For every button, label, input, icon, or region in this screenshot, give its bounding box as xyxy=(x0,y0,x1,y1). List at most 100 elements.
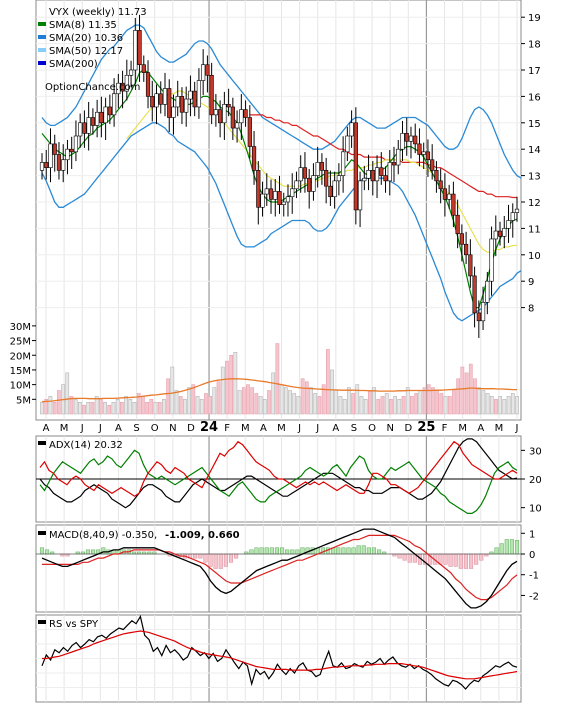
candle-body xyxy=(209,74,214,116)
volume-bar xyxy=(515,396,519,415)
legend-label: SMA(50) 12.17 xyxy=(49,46,123,57)
volume-tick-label: 15M xyxy=(10,366,31,377)
candle-body xyxy=(273,191,278,200)
volume-bar xyxy=(157,402,162,415)
macd-histogram-bar xyxy=(285,549,290,555)
adx-series-di xyxy=(39,449,518,514)
candle-body xyxy=(366,170,371,179)
volume-bar xyxy=(452,390,456,415)
candle-body xyxy=(251,146,257,171)
watermark: OptionChance.com xyxy=(45,82,140,93)
macd-histogram-bar xyxy=(499,543,504,555)
x-tick-label: F xyxy=(224,423,230,434)
price-tick-label: 18 xyxy=(528,40,541,51)
volume-bar xyxy=(178,396,183,415)
candle-body xyxy=(497,230,503,237)
volume-tick-label: 20M xyxy=(10,351,31,362)
sma50-line xyxy=(249,114,517,199)
macd-histogram-bar xyxy=(463,553,468,569)
macd-histogram-bar xyxy=(274,547,279,555)
volume-bar xyxy=(279,384,284,415)
candle-body xyxy=(434,170,439,182)
macd-histogram-bar xyxy=(341,547,346,555)
adx-title: ADX(14) 20.32 xyxy=(49,440,123,451)
candle-body xyxy=(230,106,235,129)
volume-bar xyxy=(447,396,452,415)
candle-body xyxy=(387,162,392,182)
volume-bar xyxy=(401,396,406,415)
candle-body xyxy=(472,275,477,314)
price-title: VYX (weekly) 11.73 xyxy=(49,7,147,18)
candle-body xyxy=(99,111,104,124)
macd-histogram-bar xyxy=(259,547,264,555)
volume-tick-label: 10M xyxy=(10,381,31,392)
candle-body xyxy=(464,243,469,256)
candle-body xyxy=(201,64,206,81)
candle-body xyxy=(268,188,274,200)
x-tick-label: O xyxy=(368,423,376,434)
candle-body xyxy=(188,90,193,100)
volume-bar xyxy=(464,372,469,415)
candle-body xyxy=(459,233,464,245)
rs-series-ma xyxy=(42,630,518,680)
candle-body xyxy=(489,238,494,282)
legend-swatch xyxy=(38,48,46,52)
adx-panel: 10 20 30 ADX(14) 20.32 xyxy=(35,435,542,523)
candle-body xyxy=(107,106,112,116)
candle-body xyxy=(290,188,295,198)
volume-bar xyxy=(86,402,91,415)
candle-body xyxy=(264,188,269,195)
candle-body xyxy=(430,159,435,171)
price-tick-label: 16 xyxy=(528,92,541,103)
candle-body xyxy=(184,98,189,113)
volume-bar xyxy=(443,396,448,415)
volume-bar xyxy=(355,384,360,415)
volume-bar xyxy=(506,396,511,415)
macd-histogram-bar xyxy=(269,547,274,555)
legend-swatch xyxy=(38,35,46,39)
volume-bar xyxy=(359,396,364,415)
candle-body xyxy=(315,162,320,176)
volume-bar xyxy=(304,381,309,415)
price-tick-label: 12 xyxy=(528,198,541,209)
volume-bar xyxy=(485,393,490,415)
candle-body xyxy=(171,106,176,118)
legend-label: SMA(200) xyxy=(49,59,98,70)
volume-bar xyxy=(170,366,175,415)
candle-body xyxy=(179,96,185,113)
macd-histogram-bar xyxy=(458,553,463,569)
volume-bar xyxy=(69,396,74,415)
volume-bar xyxy=(334,390,339,415)
rs-title: RS vs SPY xyxy=(49,619,99,630)
volume-bar xyxy=(510,393,515,415)
x-tick-label: S xyxy=(133,423,139,434)
volume-bar xyxy=(65,372,70,415)
volume-bar xyxy=(120,402,124,415)
macd-histogram-bar xyxy=(397,553,402,559)
candle-body xyxy=(205,64,210,76)
adx-series-di xyxy=(39,440,518,497)
macd-histogram-bar xyxy=(85,549,91,555)
macd-histogram-bar xyxy=(218,553,223,569)
candle-body xyxy=(175,96,180,108)
volume-bar xyxy=(262,399,267,415)
candle-body xyxy=(396,148,401,166)
volume-bar xyxy=(233,352,238,415)
candle-body xyxy=(400,133,405,150)
volume-bar xyxy=(73,399,78,415)
volume-bar xyxy=(258,396,263,415)
volume-bar xyxy=(292,393,297,415)
volume-bar xyxy=(111,402,116,415)
volume-bar xyxy=(418,390,423,415)
macd-histogram-bar xyxy=(509,539,514,555)
candle-body xyxy=(413,135,418,145)
volume-bar xyxy=(422,387,427,415)
candle-body xyxy=(345,135,350,153)
candle-body xyxy=(234,122,240,129)
volume-bar xyxy=(208,396,212,415)
candle-body xyxy=(311,175,316,192)
volume-bar xyxy=(132,402,137,415)
volume-bar xyxy=(199,399,204,415)
candle-body xyxy=(332,180,337,198)
volume-bar xyxy=(52,402,57,415)
